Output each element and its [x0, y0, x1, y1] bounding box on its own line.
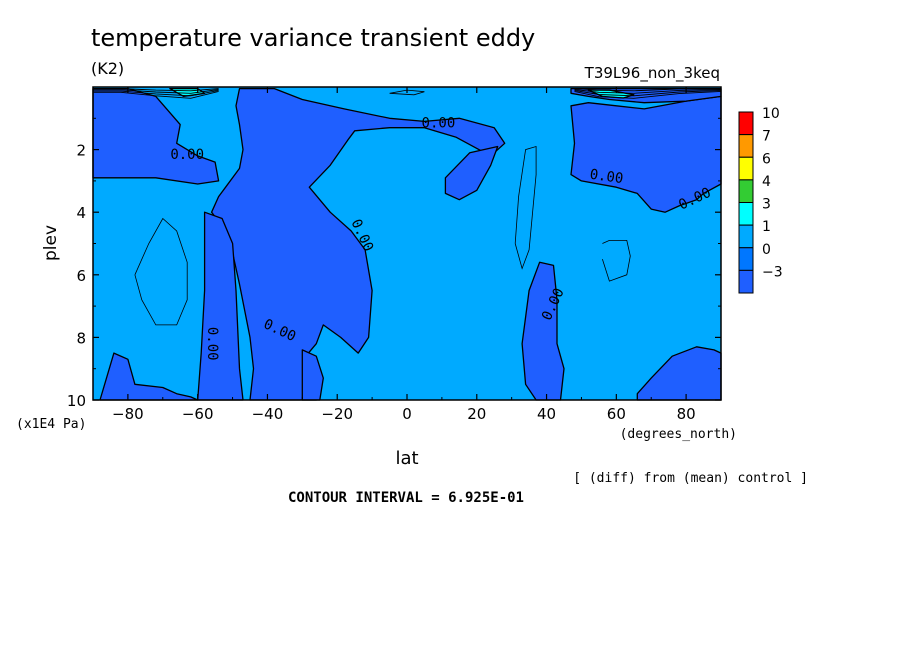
contour-label: 0.00 [204, 327, 220, 361]
y-axis-units: (x1E4 Pa) [16, 417, 86, 432]
contour-region-low [301, 349, 324, 401]
x-tick-label: −40 [252, 405, 284, 423]
x-tick-label: 20 [467, 405, 486, 423]
contour-line [134, 217, 188, 326]
polar-contour-line [93, 89, 219, 97]
chart-title: temperature variance transient eddy [91, 24, 535, 52]
colorbar-swatch [738, 179, 754, 203]
polar-contour-line [574, 89, 722, 94]
contour-region-low [210, 87, 506, 401]
y-axis-ticks: 2 4 6 8 10 [67, 117, 721, 410]
contour-label: 0.00 [422, 116, 456, 132]
y-tick-label: 6 [76, 267, 86, 285]
contour-label: 0.00 [589, 167, 625, 188]
plot-area: 0.000.000.000.000.000.000.000.00 [92, 86, 722, 401]
polar-contour-line [574, 90, 722, 99]
contour-region-low [444, 145, 499, 201]
colorbar-swatch [738, 156, 754, 181]
colorbar-label: 1 [762, 219, 771, 235]
x-tick-label: 60 [607, 405, 626, 423]
colorbar-label: −3 [762, 264, 783, 280]
x-axis-ticks: −80 −60 −40 −20 0 20 40 60 80 [112, 87, 696, 423]
y-tick-label: 10 [67, 392, 86, 410]
experiment-label: T39L96_non_3keq [584, 64, 720, 83]
x-axis-units: (degrees_north) [620, 427, 737, 442]
colorbar-swatch [738, 247, 754, 271]
colorbar-label: 4 [762, 174, 771, 190]
polar-contour-lines [93, 88, 722, 99]
contour-line [514, 145, 537, 270]
colorbar-label: 7 [762, 129, 771, 145]
contour-fill-layer [92, 87, 722, 401]
y-tick-label: 8 [76, 329, 86, 347]
x-tick-label: −20 [321, 405, 353, 423]
contour-line [389, 89, 425, 96]
contour-region-low [570, 95, 722, 213]
colorbar-swatch [738, 202, 754, 226]
contour-interval: CONTOUR INTERVAL = 6.925E-01 [288, 490, 524, 506]
colorbar-swatch [738, 224, 754, 249]
colorbar-swatch [738, 111, 754, 136]
polar-contour-line [93, 88, 219, 92]
chart-units: (K2) [91, 59, 124, 78]
y-axis-label: plev [41, 225, 61, 261]
contour-line [602, 239, 631, 282]
y-tick-label: 2 [76, 142, 86, 160]
x-tick-label: −80 [112, 405, 144, 423]
x-tick-label: 80 [677, 405, 696, 423]
polar-contour-line [574, 88, 722, 92]
colorbar-swatch [738, 269, 754, 294]
colorbar-label: 3 [762, 197, 771, 213]
x-tick-label: −60 [182, 405, 214, 423]
colorbar-swatch [738, 134, 754, 158]
contour-line-layer [134, 89, 631, 326]
colorbar-label: 6 [762, 151, 771, 167]
polar-contour-line [93, 89, 219, 94]
polar-contour-line [574, 89, 722, 97]
contour-region-low [521, 261, 565, 401]
contour-label: 0.00 [170, 147, 204, 163]
x-tick-label: 0 [402, 405, 412, 423]
polar-contour-line [93, 90, 219, 99]
y-tick-label: 4 [76, 204, 86, 222]
difference-note: [ (diff) from (mean) control ] [573, 471, 808, 486]
colorbar-label: 10 [762, 106, 780, 122]
x-tick-label: 40 [537, 405, 556, 423]
contour-region-low [92, 87, 220, 185]
colorbar-label: 0 [762, 242, 771, 258]
x-axis-label: lat [395, 448, 418, 469]
